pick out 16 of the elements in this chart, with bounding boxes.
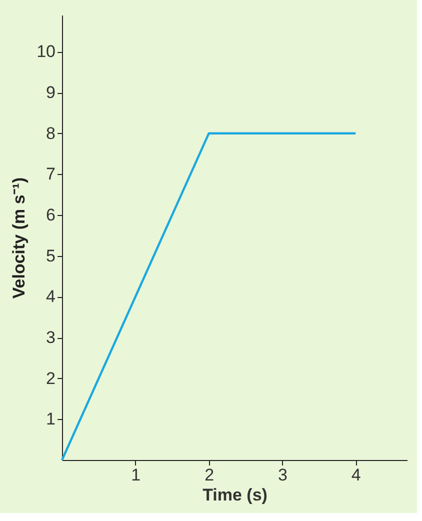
x-tick-label: 3	[278, 466, 288, 484]
x-tick-label: 2	[204, 466, 214, 484]
y-tick-label: 4	[46, 287, 56, 306]
x-tick-label: 1	[131, 466, 141, 484]
y-tick-label: 1	[46, 410, 56, 429]
y-tick-label: 10	[36, 42, 56, 62]
x-axis-title: Time (s)	[202, 486, 268, 504]
y-tick-label: 5	[46, 246, 56, 266]
y-axis-title: Velocity (m s⁻¹)	[10, 177, 29, 299]
y-tick-label: 6	[46, 206, 56, 225]
y-tick-label: 7	[46, 164, 56, 184]
y-tick-label: 9	[46, 83, 56, 102]
y-tick-label: 3	[46, 328, 56, 348]
y-tick-label: 8	[46, 124, 56, 143]
x-tick-label: 4	[351, 466, 361, 484]
y-tick-label: 2	[46, 368, 56, 388]
